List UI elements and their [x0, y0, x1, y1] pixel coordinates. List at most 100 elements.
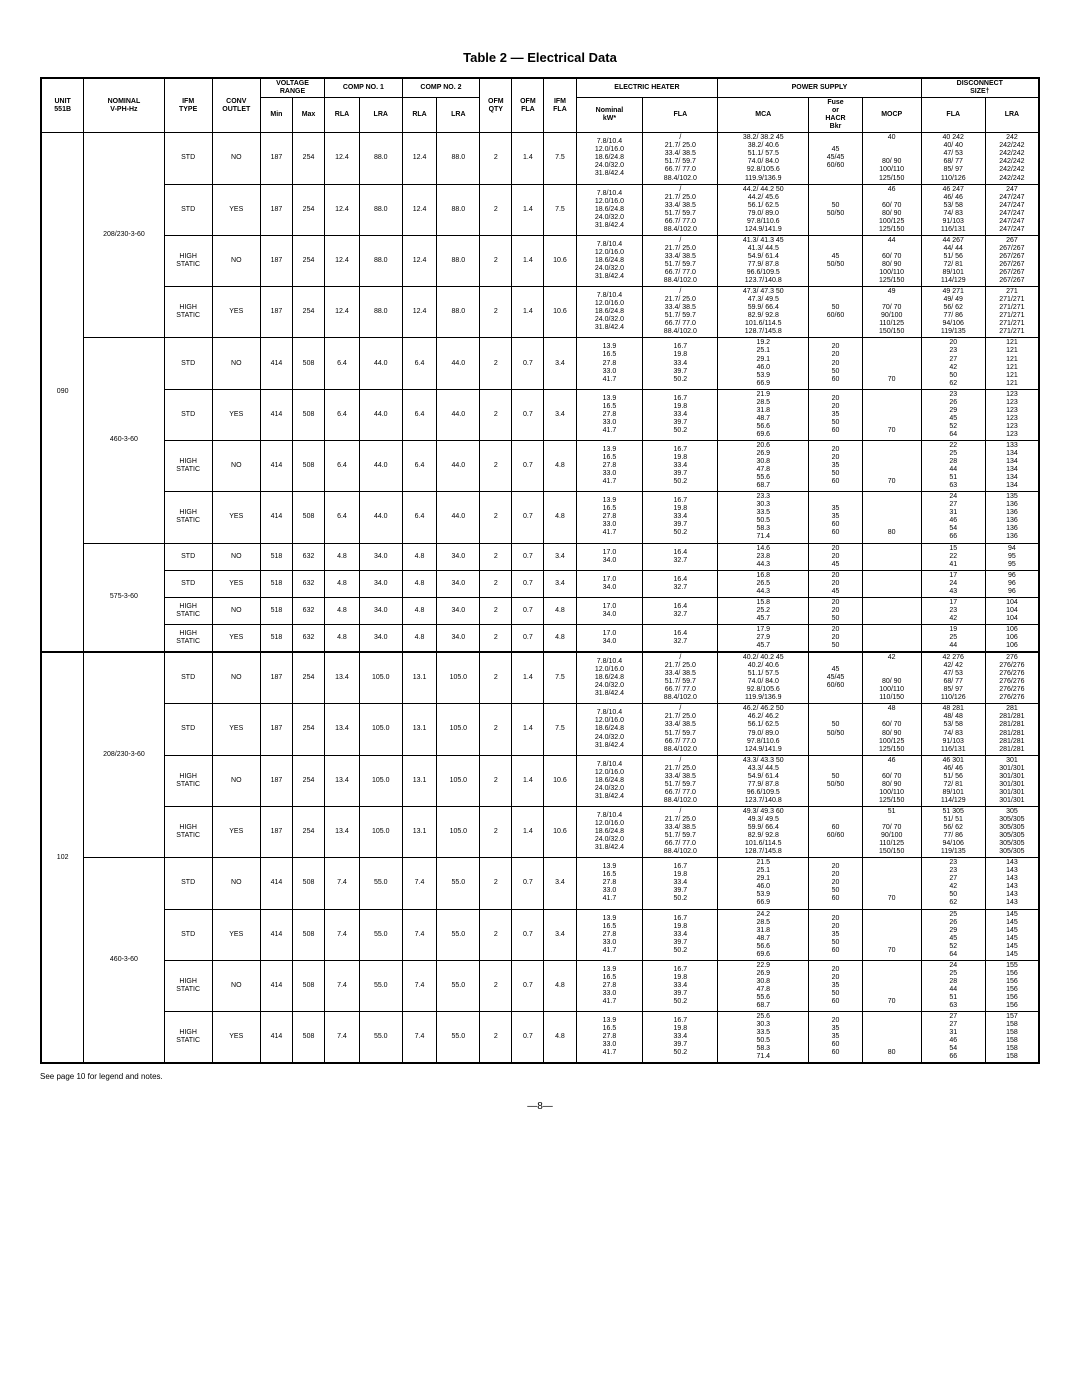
cell-ifm: HIGH STATIC [164, 624, 212, 652]
cell-max: 508 [292, 858, 324, 909]
cell-ofla: 0.7 [512, 960, 544, 1011]
cell-max: 632 [292, 543, 324, 570]
cell-max: 254 [292, 184, 324, 235]
cell-min: 414 [260, 1012, 292, 1064]
table-row: STDYES4145087.455.07.455.020.73.413.9 16… [41, 909, 1039, 960]
cell-conv: YES [212, 492, 260, 543]
cell-fuse: 20 20 35 50 60 [809, 440, 863, 491]
cell-l1: 55.0 [359, 1012, 402, 1064]
cell-dlra: 135 136 136 136 136 136 [985, 492, 1039, 543]
cell-r2: 6.4 [402, 440, 437, 491]
cell-mca: 20.6 26.9 30.8 47.8 55.6 68.7 [718, 440, 809, 491]
cell-max: 508 [292, 1012, 324, 1064]
cell-max: 254 [292, 806, 324, 857]
cell-qty: 2 [480, 858, 512, 909]
cell-l2: 55.0 [437, 1012, 480, 1064]
cell-dlra: 267 267/267 267/267 267/267 267/267 267/… [985, 235, 1039, 286]
cell-mocp [862, 543, 921, 570]
cell-unit: 090 [41, 133, 84, 652]
h-ifmtype: IFM TYPE [164, 78, 212, 133]
cell-qty: 2 [480, 235, 512, 286]
cell-dlra: 143 143 143 143 143 143 [985, 858, 1039, 909]
cell-dlra: 106 106 106 [985, 624, 1039, 652]
cell-kw: 13.9 16.5 27.8 33.0 41.7 [576, 440, 643, 491]
cell-voltage: 460-3-60 [84, 338, 164, 543]
cell-fla: 16.7 19.8 33.4 39.7 50.2 [643, 858, 718, 909]
cell-ofla: 1.4 [512, 755, 544, 806]
cell-mocp: 70 [862, 338, 921, 389]
cell-unit: 102 [41, 652, 84, 1063]
cell-qty: 2 [480, 909, 512, 960]
cell-l2: 105.0 [437, 652, 480, 704]
cell-fuse: 50 50/50 [809, 755, 863, 806]
table-row: HIGH STATICNO4145087.455.07.455.020.74.8… [41, 960, 1039, 1011]
cell-ifm: HIGH STATIC [164, 235, 212, 286]
cell-fuse: 20 20 20 50 60 [809, 858, 863, 909]
cell-r1: 12.4 [325, 287, 360, 338]
cell-max: 632 [292, 597, 324, 624]
table-header: UNIT 551B NOMINAL V-PH-Hz IFM TYPE CONV … [41, 78, 1039, 133]
cell-mocp [862, 597, 921, 624]
cell-l2: 88.0 [437, 235, 480, 286]
cell-min: 414 [260, 338, 292, 389]
cell-ifm: HIGH STATIC [164, 287, 212, 338]
table-row: STDYES4145086.444.06.444.020.73.413.9 16… [41, 389, 1039, 440]
cell-l2: 34.0 [437, 597, 480, 624]
table-row: 102208/230-3-60STDNO18725413.4105.013.11… [41, 652, 1039, 704]
cell-r2: 12.4 [402, 184, 437, 235]
cell-r2: 4.8 [402, 624, 437, 652]
cell-l2: 55.0 [437, 858, 480, 909]
h-unit: UNIT 551B [41, 78, 84, 133]
cell-fla: 16.7 19.8 33.4 39.7 50.2 [643, 960, 718, 1011]
cell-dfla: 51 305 51/ 51 56/ 62 77/ 86 94/106 119/1… [921, 806, 985, 857]
cell-voltage: 208/230-3-60 [84, 652, 164, 858]
cell-r2: 13.1 [402, 806, 437, 857]
h-max: Max [292, 98, 324, 133]
cell-ofla: 0.7 [512, 338, 544, 389]
cell-conv: YES [212, 570, 260, 597]
cell-fuse: 20 35 35 60 60 [809, 1012, 863, 1064]
h-disc: DISCONNECT SIZE† [921, 78, 1039, 98]
cell-fuse: 35 35 60 60 [809, 492, 863, 543]
cell-dfla: 17 23 42 [921, 597, 985, 624]
cell-ifm: STD [164, 338, 212, 389]
cell-fuse: 50 50/50 [809, 184, 863, 235]
cell-kw: 17.0 34.0 [576, 624, 643, 652]
cell-ifm: STD [164, 184, 212, 235]
cell-mocp: 80 [862, 492, 921, 543]
cell-max: 508 [292, 492, 324, 543]
cell-conv: NO [212, 338, 260, 389]
cell-dfla: 22 25 28 44 51 63 [921, 440, 985, 491]
cell-r2: 4.8 [402, 543, 437, 570]
h-kw: Nominal kW* [576, 98, 643, 133]
cell-dlra: 247 247/247 247/247 247/247 247/247 247/… [985, 184, 1039, 235]
h-rla2: RLA [402, 98, 437, 133]
cell-ifm: STD [164, 389, 212, 440]
cell-mca: 19.2 25.1 29.1 46.0 53.9 66.9 [718, 338, 809, 389]
cell-mca: 41.3/ 41.3 45 41.3/ 44.5 54.9/ 61.4 77.9… [718, 235, 809, 286]
cell-fla: 16.4 32.7 [643, 570, 718, 597]
cell-fla: / 21.7/ 25.0 33.4/ 38.5 51.7/ 59.7 66.7/… [643, 184, 718, 235]
cell-l2: 105.0 [437, 755, 480, 806]
cell-qty: 2 [480, 389, 512, 440]
cell-l1: 105.0 [359, 806, 402, 857]
cell-l2: 44.0 [437, 389, 480, 440]
cell-l1: 105.0 [359, 704, 402, 755]
cell-mocp: 70 [862, 858, 921, 909]
cell-qty: 2 [480, 704, 512, 755]
cell-dlra: 123 123 123 123 123 123 [985, 389, 1039, 440]
cell-ifm: STD [164, 909, 212, 960]
cell-dlra: 96 96 96 [985, 570, 1039, 597]
cell-fla: 16.4 32.7 [643, 624, 718, 652]
cell-conv: NO [212, 858, 260, 909]
cell-qty: 2 [480, 440, 512, 491]
cell-dfla: 24 27 31 46 54 66 [921, 492, 985, 543]
cell-max: 508 [292, 338, 324, 389]
cell-dlra: 121 121 121 121 121 121 [985, 338, 1039, 389]
h-ps: POWER SUPPLY [718, 78, 921, 98]
cell-dfla: 46 301 46/ 46 51/ 56 72/ 81 89/101 114/1… [921, 755, 985, 806]
cell-r1: 6.4 [325, 440, 360, 491]
cell-kw: 13.9 16.5 27.8 33.0 41.7 [576, 492, 643, 543]
cell-min: 187 [260, 133, 292, 184]
cell-fla: 16.7 19.8 33.4 39.7 50.2 [643, 492, 718, 543]
